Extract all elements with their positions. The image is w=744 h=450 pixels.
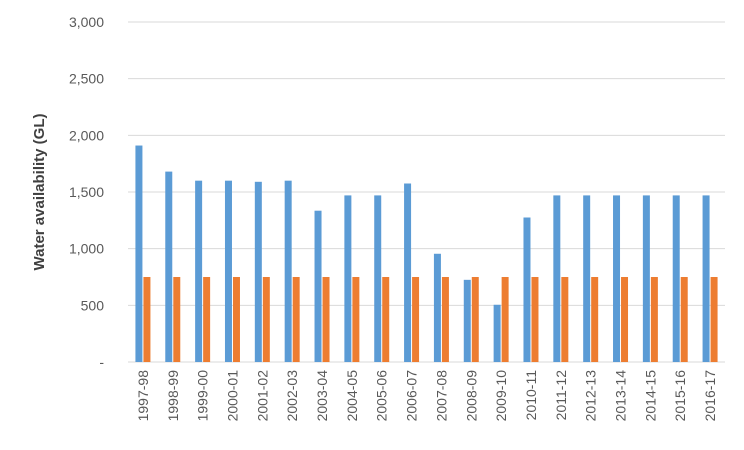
y-axis-label: Water availability (GL) bbox=[31, 114, 48, 271]
x-tick-label: 1999-00 bbox=[195, 370, 211, 422]
x-tick-label: 2002-03 bbox=[284, 370, 300, 422]
bar-series-1 bbox=[344, 195, 352, 362]
bar-series-2 bbox=[173, 277, 181, 362]
bar-series-1 bbox=[463, 279, 471, 362]
bar-series-1 bbox=[224, 180, 232, 362]
bar-series-2 bbox=[143, 277, 151, 362]
x-tick-label: 2011-12 bbox=[553, 370, 569, 421]
bar-series-1 bbox=[523, 217, 531, 362]
bar-series-2 bbox=[680, 277, 688, 362]
x-tick-label: 1998-99 bbox=[165, 370, 181, 422]
x-tick-label: 2001-02 bbox=[254, 370, 270, 422]
bar-series-1 bbox=[254, 181, 262, 362]
bar-series-1 bbox=[493, 304, 501, 362]
x-tick-label: 2000-01 bbox=[224, 370, 240, 422]
bar-series-1 bbox=[433, 253, 441, 362]
bar-series-2 bbox=[501, 277, 509, 362]
y-tick-label: 2,000 bbox=[69, 127, 104, 143]
gridlines bbox=[128, 21, 725, 363]
bar-series-2 bbox=[262, 277, 270, 362]
bar-series-1 bbox=[314, 210, 322, 362]
x-tick-label: 2009-10 bbox=[493, 370, 509, 422]
x-tick-label: 2010-11 bbox=[523, 370, 539, 421]
x-tick-label: 2015-16 bbox=[672, 370, 688, 422]
bar-series-2 bbox=[710, 277, 718, 362]
bar-series-2 bbox=[471, 277, 479, 362]
bar-series-1 bbox=[702, 195, 710, 362]
bar-series-1 bbox=[672, 195, 680, 362]
bar-series-2 bbox=[412, 277, 420, 362]
x-tick-label: 2013-14 bbox=[613, 370, 629, 422]
x-axis-ticks: 1997-98 1998-99 1999-00 2000-01 2001-02 2002-… bbox=[135, 370, 718, 422]
bar-series-2 bbox=[292, 277, 300, 362]
bar-series-2 bbox=[232, 277, 240, 362]
bar-series-2 bbox=[441, 277, 449, 362]
bar-series-1 bbox=[583, 195, 591, 362]
bar-series-1 bbox=[404, 183, 412, 362]
bar-series-1 bbox=[195, 180, 203, 362]
bar-series-2 bbox=[561, 277, 569, 362]
bar-series-1 bbox=[135, 145, 143, 362]
bar-series-2 bbox=[531, 277, 539, 362]
bar-series-2 bbox=[591, 277, 599, 362]
bar-series-2 bbox=[203, 277, 211, 362]
y-tick-label: 1,500 bbox=[69, 184, 104, 200]
bar-series-1 bbox=[165, 171, 173, 362]
bar-series-1 bbox=[642, 195, 650, 362]
x-tick-label: 1997-98 bbox=[135, 370, 151, 422]
x-tick-label: 2016-17 bbox=[702, 370, 718, 422]
x-tick-label: 2003-04 bbox=[314, 370, 330, 422]
y-tick-label: 3,000 bbox=[69, 14, 104, 30]
y-tick-label: 500 bbox=[81, 297, 105, 313]
x-tick-label: 2004-05 bbox=[344, 370, 360, 422]
x-tick-label: 2012-13 bbox=[583, 370, 599, 422]
bar-series-1 bbox=[284, 180, 292, 362]
y-tick-label: - bbox=[99, 354, 104, 370]
x-tick-label: 2006-07 bbox=[404, 370, 420, 422]
bar-series-2 bbox=[382, 277, 390, 362]
y-tick-label: 1,000 bbox=[69, 241, 104, 257]
bar-series-2 bbox=[621, 277, 629, 362]
bar-series-1 bbox=[374, 195, 382, 362]
y-axis-ticks: - 500 1,000 1,500 2,000 2,500 3,000 bbox=[69, 14, 104, 370]
bar-series-1 bbox=[553, 195, 561, 362]
bars bbox=[135, 145, 718, 362]
bar-series-2 bbox=[352, 277, 360, 362]
y-tick-label: 2,500 bbox=[69, 71, 104, 87]
bar-series-2 bbox=[322, 277, 330, 362]
bar-series-2 bbox=[650, 277, 658, 362]
x-tick-label: 2008-09 bbox=[463, 370, 479, 422]
x-tick-label: 2005-06 bbox=[374, 370, 390, 422]
x-tick-label: 2007-08 bbox=[433, 370, 449, 422]
bar-series-1 bbox=[613, 195, 621, 362]
x-tick-label: 2014-15 bbox=[642, 370, 658, 422]
